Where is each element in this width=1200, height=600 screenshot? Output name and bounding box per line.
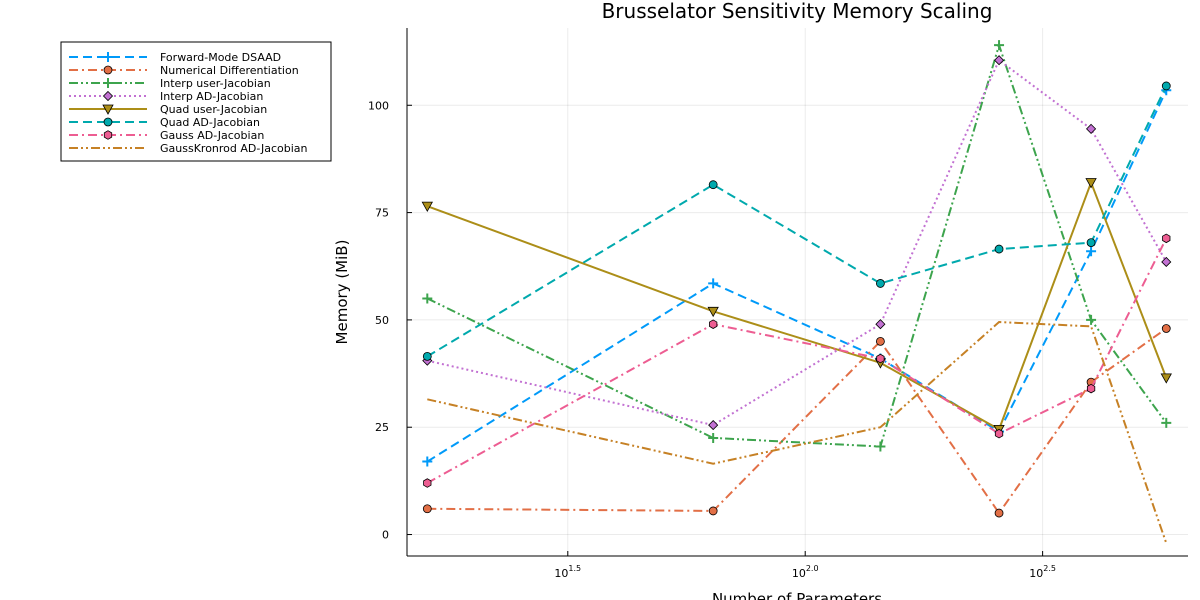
data-point [875,441,886,452]
legend-swatch-marker [103,78,113,88]
data-point [1086,238,1096,248]
legend-label: Gauss AD-Jacobian [160,129,264,142]
legend-label: Forward-Mode DSAAD [160,51,281,64]
legend-label: Interp user-Jacobian [160,77,271,90]
data-point [708,278,719,289]
data-point [1161,417,1172,428]
data-point [994,508,1004,518]
y-tick-label: 50 [375,314,389,327]
y-tick-label: 100 [368,99,389,112]
data-point [994,40,1005,51]
data-point [422,504,432,514]
series-2 [422,40,1172,452]
data-point [1085,178,1097,189]
legend-box [60,41,332,162]
axes [406,28,1188,557]
series-3 [422,55,1172,431]
legend-swatch-marker [103,130,113,140]
data-point [994,244,1004,254]
legend-swatch-marker [102,104,114,115]
series-line [427,321,1168,544]
legend-swatch-marker [102,90,114,102]
data-point [875,336,885,346]
data-point [422,293,433,304]
series-1 [422,324,1171,518]
data-point [1162,233,1171,244]
legend-swatch-marker [103,117,113,127]
legend-label: Numerical Differentiation [160,64,299,77]
legend-label: Quad user-Jacobian [160,103,267,116]
series-line [427,327,1167,515]
chart-title: Brusselator Sensitivity Memory Scaling [602,0,993,23]
series-0 [422,85,1172,467]
data-point [708,432,719,443]
legend-label: Interp AD-Jacobian [160,90,263,103]
legend-label: Quad AD-Jacobian [160,116,260,129]
series-7 [427,321,1168,544]
data-point [1161,81,1171,91]
data-point [1160,373,1172,384]
x-tick-label: 102.5 [1029,564,1056,580]
series-line [427,58,1168,427]
data-point [423,478,432,488]
data-point [707,306,719,318]
grid [407,28,1188,556]
y-tick-label: 25 [375,421,389,434]
data-point [1086,246,1097,257]
y-ticks: 0 25 50 75 100 [368,99,412,542]
data-point [1161,256,1172,268]
x-tick-label: 102.0 [792,564,819,580]
data-point [422,456,433,467]
data-point [1086,314,1097,325]
legend-label: GaussKronrod AD-Jacobian [160,142,308,155]
x-ticks: 101.5 102.0 102.5 [554,551,1056,580]
data-point [709,319,718,329]
series-4 [421,178,1172,436]
x-axis-title: Number of Parameters [712,590,882,600]
data-point [708,506,718,516]
data-point [875,319,886,330]
y-axis-title: Memory (MiB) [333,240,351,345]
data-point [421,201,433,212]
data-point [422,351,432,361]
series [421,40,1172,544]
data-point [1161,324,1171,333]
data-point [993,55,1005,66]
y-tick-label: 75 [375,207,389,220]
data-point [876,353,885,364]
legend-swatch-marker [103,65,113,75]
data-point [875,279,885,288]
series-line [426,85,1168,358]
series-5 [422,81,1171,361]
data-point [708,180,718,190]
data-point [1086,123,1097,134]
data-point [994,428,1004,439]
y-tick-label: 0 [382,529,389,542]
series-line [426,41,1168,448]
legend-swatch-marker [103,52,113,62]
data-point [708,420,719,431]
data-point [1086,383,1096,394]
x-tick-label: 101.5 [554,564,581,580]
